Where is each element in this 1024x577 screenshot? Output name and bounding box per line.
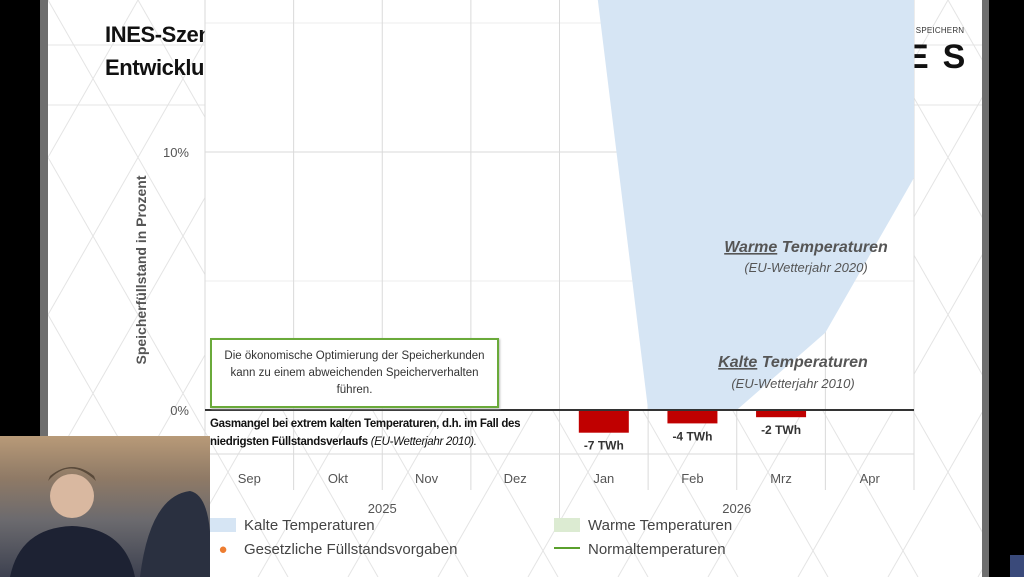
screen-border-right — [982, 0, 989, 577]
scenario-title-underlined: Warme — [724, 239, 777, 256]
logo-line2: ENERGIEN SPEICHERN — [870, 26, 965, 35]
x-tick-label: Apr — [860, 471, 881, 486]
legend-item-normal: Normaltemperaturen — [554, 541, 726, 558]
y-tick-label: 10% — [163, 145, 189, 160]
x-tick-label: Okt — [328, 471, 349, 486]
shortage-italic: (EU-Wetterjahr 2010). — [370, 436, 477, 448]
y-tick-label: 0% — [170, 403, 189, 418]
webcam-video-feed — [0, 436, 210, 577]
note-box: Die ökonomische Optimierung der Speicher… — [210, 338, 499, 408]
shortage-bar — [667, 411, 718, 424]
x-tick-label: Feb — [681, 471, 703, 486]
y-axis-label: Speicherfüllstand in Prozent — [133, 175, 149, 364]
legend-label: Kalte Temperaturen — [244, 517, 375, 534]
pattern-line — [797, 254, 982, 577]
pattern-line — [887, 411, 982, 577]
x-tick-label: Sep — [238, 471, 261, 486]
legend-swatch-green — [554, 518, 580, 532]
scenario-subtitle: (EU-Wetterjahr 2010) — [731, 376, 854, 391]
pattern-line — [48, 0, 139, 159]
screen-border-left — [40, 0, 48, 577]
legend-label: Warme Temperaturen — [588, 517, 733, 534]
pattern-line — [48, 156, 289, 577]
x-tick-label: Mrz — [770, 471, 792, 486]
shortage-bar-label: -7 TWh — [584, 439, 624, 453]
shortage-bar-label: -4 TWh — [672, 429, 712, 443]
scenario-title-underlined: Kalte — [718, 354, 757, 371]
scenario-subtitle: (EU-Wetterjahr 2020) — [744, 260, 867, 275]
person-hair — [48, 467, 96, 481]
note-text: Die ökonomische Optimierung der Speicher… — [224, 349, 485, 396]
shortage-main: Gasmangel bei extrem kalten Temperaturen… — [210, 418, 521, 448]
pattern-line — [48, 0, 229, 316]
shortage-bar-label: -2 TWh — [761, 423, 801, 437]
year-label: 2025 — [368, 501, 397, 516]
legend-item-warme: Warme Temperaturen — [554, 517, 732, 534]
person-head — [50, 474, 94, 518]
legend-label: Normaltemperaturen — [588, 541, 726, 558]
x-tick-label: Nov — [415, 471, 439, 486]
shortage-bar — [578, 411, 629, 433]
shortage-bar — [756, 411, 807, 418]
x-tick-label: Dez — [504, 471, 527, 486]
legend-dot-icon: ● — [218, 541, 228, 558]
legend-swatch-blue — [210, 518, 236, 532]
legend-label: Gesetzliche Füllstandsvorgaben — [244, 541, 458, 558]
cold-temperature-area — [597, 0, 914, 410]
legend-item-vorgaben: ● Gesetzliche Füllstandsvorgaben — [210, 541, 457, 558]
year-label: 2026 — [722, 501, 751, 516]
scenario-title-rest: Temperaturen — [777, 239, 888, 256]
bridge-arch — [140, 491, 210, 577]
shortage-text: Gasmangel bei extrem kalten Temperaturen… — [210, 415, 560, 451]
scenario-title: Kalte Temperaturen — [718, 354, 868, 371]
thumbnail-icon — [1010, 555, 1024, 577]
legend-item-kalte: Kalte Temperaturen — [210, 517, 375, 534]
scenario-title: Warme Temperaturen — [724, 239, 888, 256]
scenario-title-rest: Temperaturen — [757, 354, 868, 371]
x-tick-label: Jan — [593, 471, 614, 486]
legend-line-icon — [554, 547, 580, 549]
person-body — [10, 526, 135, 577]
